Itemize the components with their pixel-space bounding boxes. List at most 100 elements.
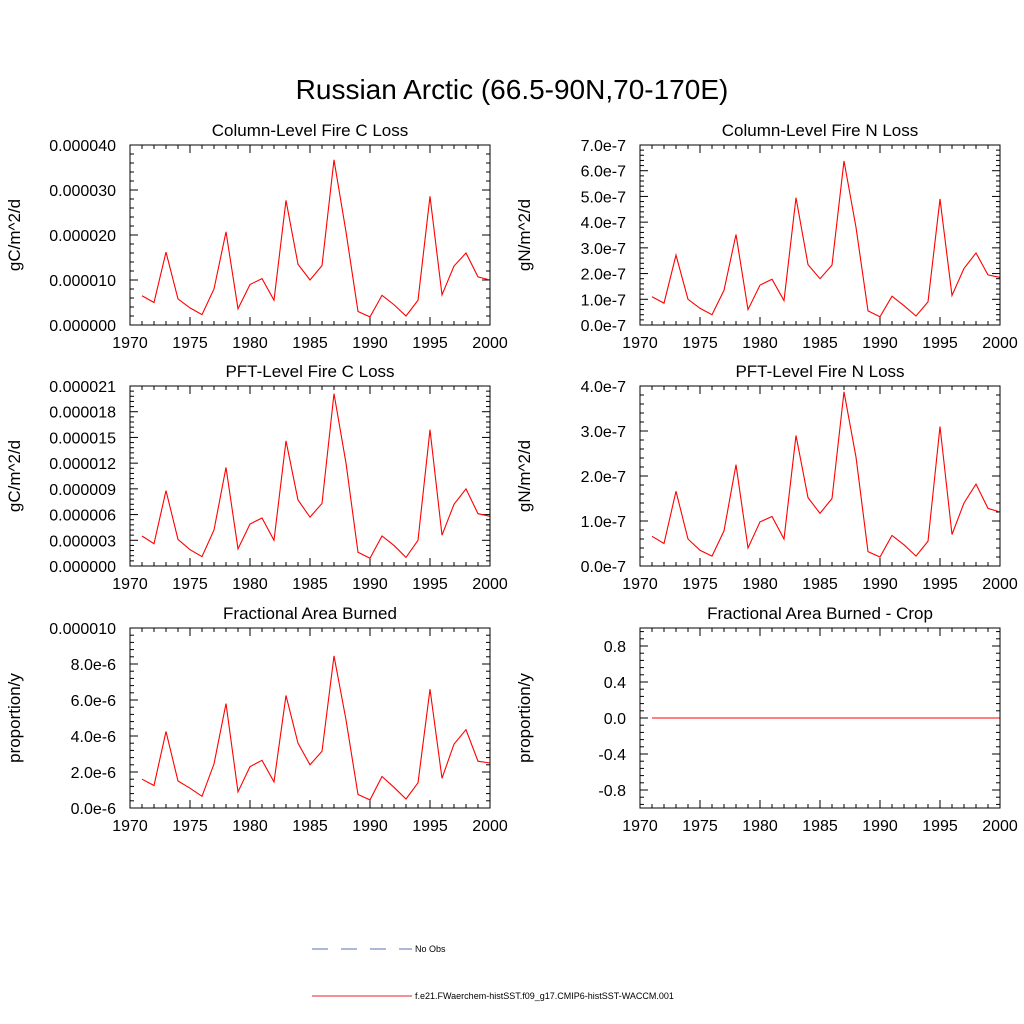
legend-entry-no-obs: No Obs [312, 944, 446, 954]
x-tick-label: 1980 [742, 576, 778, 593]
x-tick-label: 1985 [802, 818, 838, 835]
x-tick-label: 1995 [412, 576, 448, 593]
y-tick-label: -0.8 [598, 783, 626, 800]
x-tick-label: 1970 [622, 335, 658, 352]
y-tick-label: 0.000000 [49, 318, 116, 335]
x-tick-label: 1985 [802, 335, 838, 352]
y-tick-label: 0.000020 [49, 228, 116, 245]
panel-title: PFT-Level Fire C Loss [225, 362, 394, 381]
y-axis-label: proportion/y [5, 673, 24, 763]
y-tick-label: 6.0e-7 [581, 164, 626, 181]
x-tick-label: 2000 [982, 818, 1018, 835]
panel-6: Fractional Area Burned - Crop proportion/… [515, 604, 1018, 835]
x-tick-label: 1970 [112, 335, 148, 352]
panel-title: Column-Level Fire C Loss [212, 121, 409, 140]
x-tick-label: 1990 [352, 576, 388, 593]
x-tick-label: 1990 [862, 335, 898, 352]
panel-title: Fractional Area Burned [223, 604, 397, 623]
y-tick-label: 0.000015 [49, 430, 116, 447]
y-tick-label: 0.4 [604, 675, 626, 692]
y-tick-label: -0.4 [598, 747, 626, 764]
y-axis-label: gC/m^2/d [5, 199, 24, 271]
plot-frame [129, 385, 491, 567]
panel-3: PFT-Level Fire C Loss gC/m^2/d 1970 1975 198… [5, 362, 508, 593]
x-tick-label: 1995 [412, 818, 448, 835]
x-tick-label: 1985 [292, 818, 328, 835]
y-tick-label: 0.0e-7 [581, 318, 626, 335]
y-tick-label: 5.0e-7 [581, 189, 626, 206]
y-tick-label: 0.000010 [49, 273, 116, 290]
y-tick-label: 0.000006 [49, 508, 116, 525]
x-tick-label: 1980 [232, 818, 268, 835]
x-tick-label: 1975 [172, 335, 208, 352]
y-tick-label: 0.000040 [49, 138, 116, 155]
legend-label-model-run: f.e21.FWaerchem-histSST.f09_g17.CMIP6-hi… [415, 991, 674, 1001]
series-line [651, 160, 1001, 318]
x-tick-label: 1985 [292, 576, 328, 593]
y-tick-label: 4.0e-7 [581, 215, 626, 232]
legend-label-no-obs: No Obs [415, 944, 446, 954]
panel-4: PFT-Level Fire N Loss gN/m^2/d 1970 1975 198… [515, 362, 1018, 593]
y-tick-label: 7.0e-7 [581, 138, 626, 155]
y-tick-label: 4.0e-6 [71, 729, 116, 746]
y-tick-label: 0.000000 [49, 559, 116, 576]
y-tick-label: 1.0e-7 [581, 514, 626, 531]
x-tick-label: 1975 [682, 576, 718, 593]
x-tick-label: 1980 [742, 335, 778, 352]
y-axis-label: gC/m^2/d [5, 440, 24, 512]
figure-title: Russian Arctic (66.5-90N,70-170E) [296, 74, 729, 105]
series-line [651, 391, 1001, 558]
y-tick-label: 0.000010 [49, 621, 116, 638]
y-tick-label: 1.0e-7 [581, 292, 626, 309]
y-axis-label: proportion/y [515, 673, 534, 763]
y-axis-label: gN/m^2/d [515, 199, 534, 271]
y-tick-label: 3.0e-7 [581, 424, 626, 441]
y-tick-label: 4.0e-7 [581, 379, 626, 396]
plot-frame [129, 144, 491, 326]
y-tick-label: 8.0e-6 [71, 657, 116, 674]
x-tick-label: 1990 [352, 818, 388, 835]
x-tick-label: 1985 [292, 335, 328, 352]
x-tick-label: 1975 [682, 335, 718, 352]
panel-title: Column-Level Fire N Loss [722, 121, 919, 140]
y-tick-label: 2.0e-7 [581, 267, 626, 284]
y-tick-label: 0.000003 [49, 533, 116, 550]
x-tick-label: 2000 [982, 335, 1018, 352]
y-tick-label: 3.0e-7 [581, 241, 626, 258]
panel-1: Column-Level Fire C Loss gC/m^2/d 1970 1975… [5, 121, 508, 352]
x-tick-label: 1970 [112, 576, 148, 593]
x-tick-label: 2000 [472, 818, 508, 835]
x-tick-label: 1990 [862, 818, 898, 835]
y-axis-label: gN/m^2/d [515, 440, 534, 512]
plot-frame [639, 627, 1001, 809]
y-tick-label: 0.8 [604, 639, 626, 656]
x-tick-label: 1980 [232, 576, 268, 593]
x-tick-label: 1995 [922, 576, 958, 593]
y-tick-label: 0.000018 [49, 405, 116, 422]
series-line [141, 393, 491, 560]
y-tick-label: 0.000009 [49, 482, 116, 499]
plot-frame [129, 627, 491, 809]
x-tick-label: 1990 [352, 335, 388, 352]
y-tick-label: 0.000030 [49, 183, 116, 200]
series-line [141, 655, 491, 801]
x-tick-label: 1995 [922, 818, 958, 835]
x-tick-label: 1980 [232, 335, 268, 352]
x-tick-label: 1975 [682, 818, 718, 835]
x-tick-label: 1970 [112, 818, 148, 835]
y-tick-label: 0.0e-6 [71, 801, 116, 818]
y-tick-label: 0.000012 [49, 456, 116, 473]
legend-entry-model-run: f.e21.FWaerchem-histSST.f09_g17.CMIP6-hi… [312, 991, 674, 1001]
x-tick-label: 1970 [622, 818, 658, 835]
legend: No Obs f.e21.FWaerchem-histSST.f09_g17.C… [312, 944, 674, 1001]
panel-2: Column-Level Fire N Loss gN/m^2/d 1970 1975… [515, 121, 1018, 352]
panel-title: Fractional Area Burned - Crop [707, 604, 933, 623]
x-tick-label: 1995 [412, 335, 448, 352]
x-tick-label: 1990 [862, 576, 898, 593]
x-tick-label: 1970 [622, 576, 658, 593]
panels-group: Column-Level Fire C Loss gC/m^2/d 1970 1975… [5, 121, 1018, 835]
x-tick-label: 2000 [472, 576, 508, 593]
plot-frame [639, 144, 1001, 326]
x-tick-label: 1975 [172, 576, 208, 593]
y-tick-label: 2.0e-7 [581, 469, 626, 486]
